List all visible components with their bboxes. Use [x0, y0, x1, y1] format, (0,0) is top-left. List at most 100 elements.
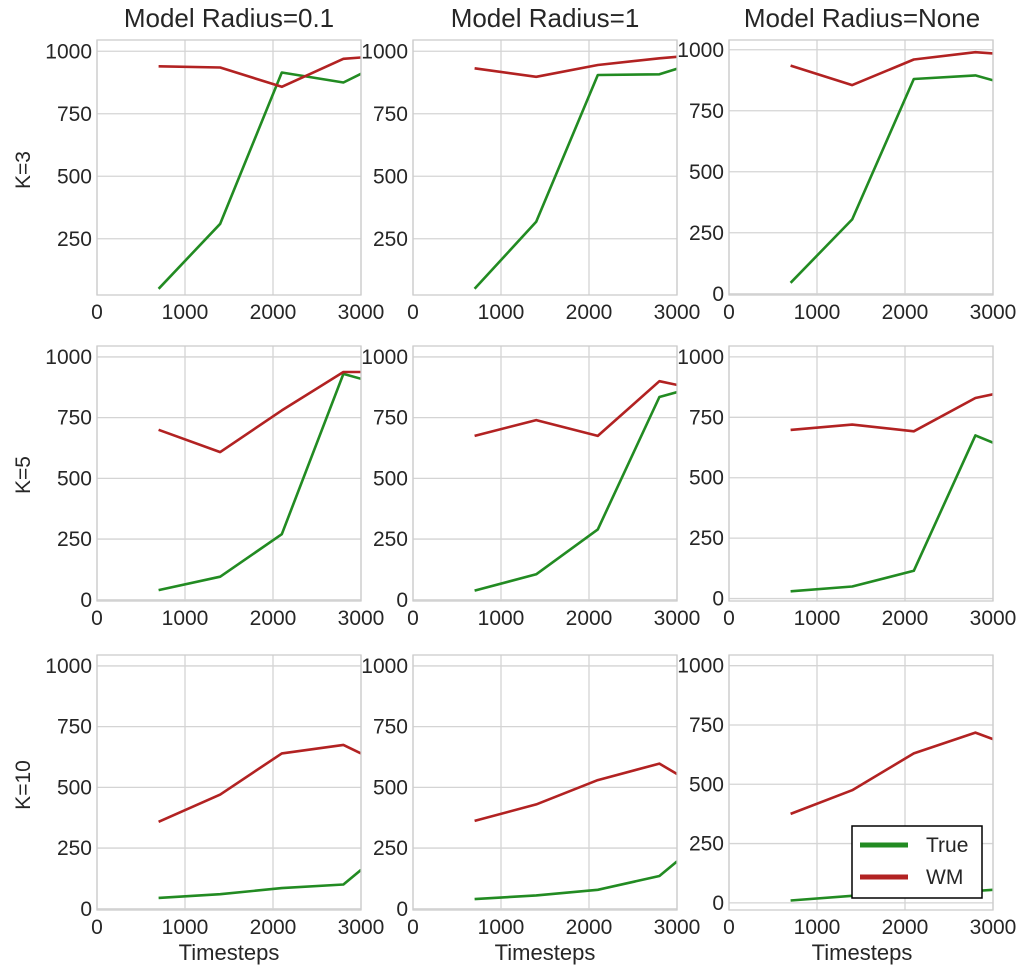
y-tick-label: 500	[57, 776, 92, 799]
plot-frame	[412, 345, 678, 602]
subplot-r2-c1: 0 1000 2000 3000 0 250 500 750 1000	[45, 345, 385, 630]
y-tick-label: 0	[712, 283, 724, 306]
y-tick-label: 1000	[677, 346, 724, 369]
y-tick-label: 0	[396, 898, 408, 921]
y-tick-label: 250	[689, 527, 724, 550]
series-line-true	[474, 860, 677, 901]
x-tick-label: 0	[91, 916, 103, 939]
plot-area	[413, 346, 677, 601]
subplot-r3-c2: 0 1000 2000 3000 0 250 500 750 1000	[361, 654, 701, 939]
plot-frame	[728, 345, 994, 602]
y-tick-label: 0	[80, 589, 92, 612]
x-tick-label: 2000	[566, 916, 613, 939]
x-tick-label: 0	[723, 607, 735, 630]
x-tick-label: 2000	[250, 301, 297, 324]
legend-label-wm: WM	[926, 866, 963, 889]
series-line-wm	[158, 370, 361, 454]
col-title-radius-1: Model Radius=1	[451, 3, 640, 33]
y-tick-label: 500	[373, 776, 408, 799]
x-axis-label-left: Timesteps	[179, 940, 280, 965]
y-tick-label: 250	[373, 228, 408, 251]
subplot-grid: 0 1000 2000 3000 250 500 750 1000 0 1000 2000 3000 2…	[45, 39, 1016, 939]
x-tick-label: 0	[723, 301, 735, 324]
y-tick-label: 1000	[45, 346, 92, 369]
plot-frame	[412, 654, 678, 911]
x-tick-label: 0	[91, 607, 103, 630]
row-label-k5: K=5	[12, 456, 35, 494]
legend: True WM	[851, 825, 983, 899]
x-tick-label: 0	[407, 916, 419, 939]
x-tick-label: 0	[407, 607, 419, 630]
subplot-r2-c2: 0 1000 2000 3000 0 250 500 750 1000	[361, 345, 700, 630]
y-tick-label: 500	[689, 467, 724, 490]
x-tick-label: 1000	[794, 301, 841, 324]
series-line-wm	[790, 731, 993, 816]
x-tick-label: 1000	[162, 301, 209, 324]
y-tick-label: 250	[373, 837, 408, 860]
plot-area	[97, 655, 361, 910]
y-tick-label: 250	[57, 228, 92, 251]
x-tick-label: 3000	[654, 916, 701, 939]
subplot-r3-c1: 0 1000 2000 3000 0 250 500 750 1000	[45, 654, 385, 939]
x-tick-label: 3000	[970, 301, 1017, 324]
series-line-true	[157, 71, 361, 290]
y-tick-label: 250	[57, 528, 92, 551]
x-tick-label: 3000	[654, 301, 701, 324]
x-tick-label: 1000	[478, 607, 525, 630]
row-label-k10: K=10	[12, 760, 35, 810]
x-tick-label: 1000	[794, 607, 841, 630]
y-tick-label: 750	[57, 407, 92, 430]
y-tick-label: 500	[57, 467, 92, 490]
y-tick-label: 500	[689, 161, 724, 184]
y-tick-label: 1000	[361, 40, 408, 63]
y-tick-label: 0	[712, 588, 724, 611]
y-tick-label: 500	[57, 165, 92, 188]
y-tick-label: 250	[689, 833, 724, 856]
x-tick-label: 1000	[794, 916, 841, 939]
plot-frame	[412, 39, 678, 296]
subplot-r1-c1: 0 1000 2000 3000 250 500 750 1000	[45, 39, 385, 324]
y-tick-label: 1000	[45, 655, 92, 678]
y-tick-label: 500	[373, 165, 408, 188]
x-tick-label: 2000	[882, 301, 929, 324]
series-line-true	[790, 434, 993, 593]
subplot-r1-c3: 0 1000 2000 3000 0 250 500 750 1000	[677, 39, 1016, 324]
y-tick-label: 750	[373, 103, 408, 126]
series-line-wm	[474, 55, 677, 79]
plot-area	[413, 655, 677, 910]
y-tick-label: 250	[689, 222, 724, 245]
series-line-wm	[474, 379, 677, 438]
series-line-wm	[158, 743, 361, 823]
x-axis-label-right: Timesteps	[812, 940, 913, 965]
y-tick-label: 750	[689, 100, 724, 123]
x-tick-label: 2000	[566, 607, 613, 630]
x-tick-label: 3000	[338, 916, 385, 939]
plot-area	[97, 40, 361, 295]
x-tick-label: 1000	[162, 607, 209, 630]
series-line-true	[158, 868, 361, 900]
y-tick-label: 750	[57, 103, 92, 126]
y-tick-label: 1000	[45, 40, 92, 63]
series-line-true	[474, 390, 677, 592]
y-tick-label: 0	[712, 892, 724, 915]
series-line-wm	[474, 762, 677, 823]
y-tick-label: 750	[57, 716, 92, 739]
series-line-wm	[790, 393, 993, 433]
x-tick-label: 0	[91, 301, 103, 324]
series-line-wm	[790, 50, 993, 87]
plot-frame	[728, 39, 994, 296]
plot-area	[729, 40, 993, 295]
x-tick-label: 3000	[338, 301, 385, 324]
series-line-wm	[158, 56, 361, 89]
y-tick-label: 1000	[677, 655, 724, 678]
y-tick-label: 1000	[677, 39, 724, 62]
series-line-true	[789, 74, 993, 284]
x-tick-label: 3000	[970, 607, 1017, 630]
y-tick-label: 0	[396, 589, 408, 612]
x-tick-label: 2000	[882, 607, 929, 630]
plot-frame	[96, 39, 362, 296]
x-tick-label: 3000	[338, 607, 385, 630]
row-label-k3: K=3	[12, 151, 35, 189]
plot-area	[729, 346, 993, 601]
